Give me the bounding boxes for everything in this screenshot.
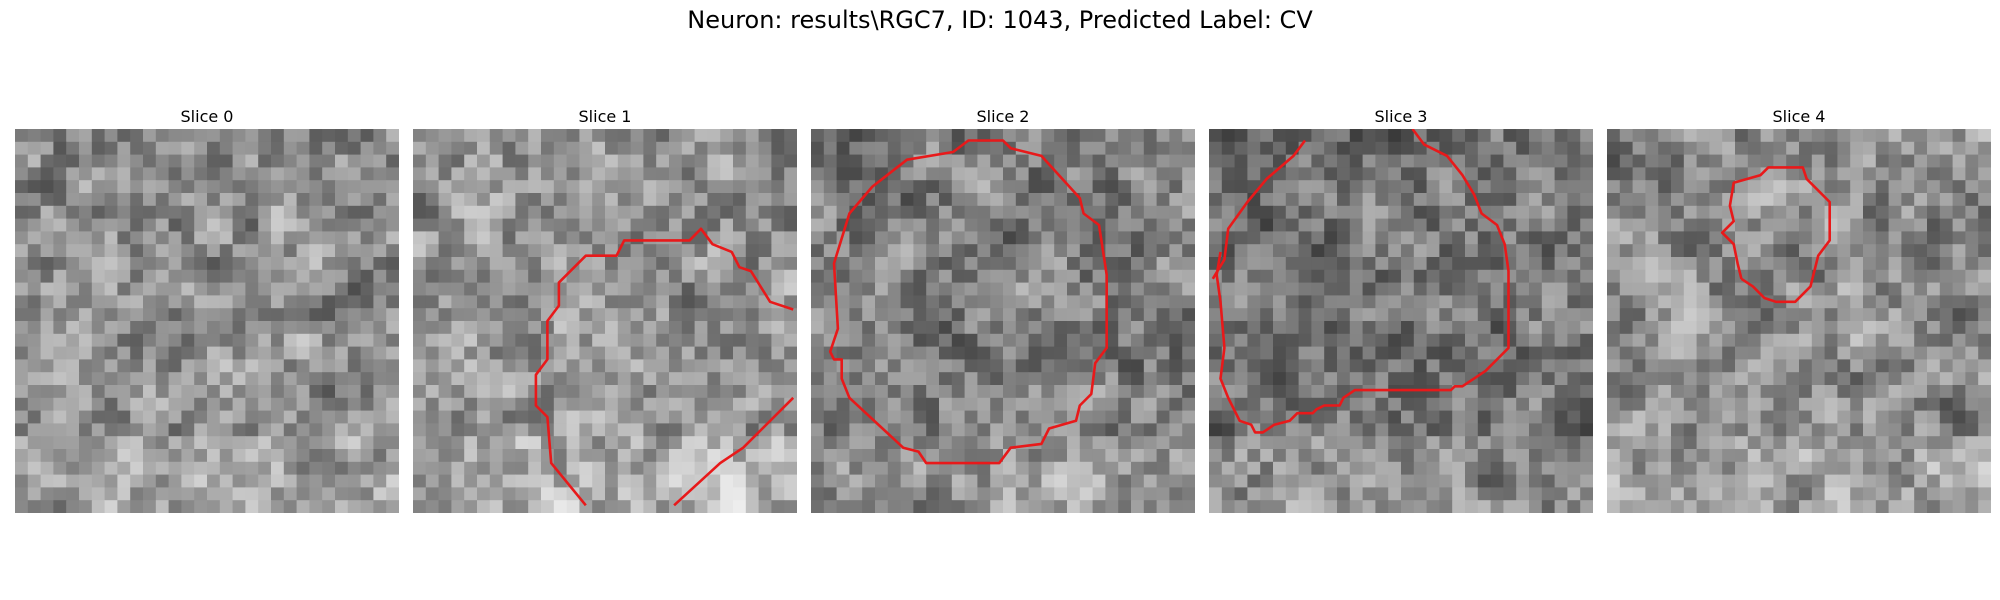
slice-panel-2: Slice 2 xyxy=(811,105,1195,513)
slice-image xyxy=(811,129,1195,513)
slice-image xyxy=(1209,129,1593,513)
slice-title: Slice 4 xyxy=(1772,107,1826,126)
contour-line xyxy=(534,227,794,507)
contour-line xyxy=(1211,139,1307,280)
slice-panel-3: Slice 3 xyxy=(1209,105,1593,513)
slice-title: Slice 3 xyxy=(1374,107,1428,126)
slice-panel-4: Slice 4 xyxy=(1607,105,1991,513)
slice-title: Slice 0 xyxy=(180,107,234,126)
slice-panel-0: Slice 0 xyxy=(15,105,399,513)
contour-line xyxy=(1720,166,1831,304)
contour-line xyxy=(1215,129,1510,434)
slice-panel-1: Slice 1 xyxy=(413,105,797,513)
slice-image xyxy=(413,129,797,513)
slice-title: Slice 2 xyxy=(976,107,1030,126)
slice-image xyxy=(1607,129,1991,513)
slice-title: Slice 1 xyxy=(578,107,632,126)
figure-title: Neuron: results\RGC7, ID: 1043, Predicte… xyxy=(687,6,1313,34)
contour-line xyxy=(828,139,1109,465)
contour-line xyxy=(673,396,795,507)
slice-image xyxy=(15,129,399,513)
